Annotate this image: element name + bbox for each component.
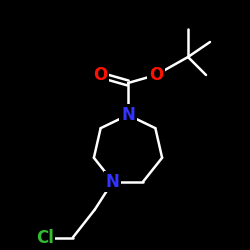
Text: Cl: Cl bbox=[36, 228, 54, 246]
Text: O: O bbox=[93, 66, 107, 84]
Text: O: O bbox=[149, 66, 163, 84]
Text: N: N bbox=[121, 106, 135, 124]
Text: N: N bbox=[106, 172, 120, 190]
